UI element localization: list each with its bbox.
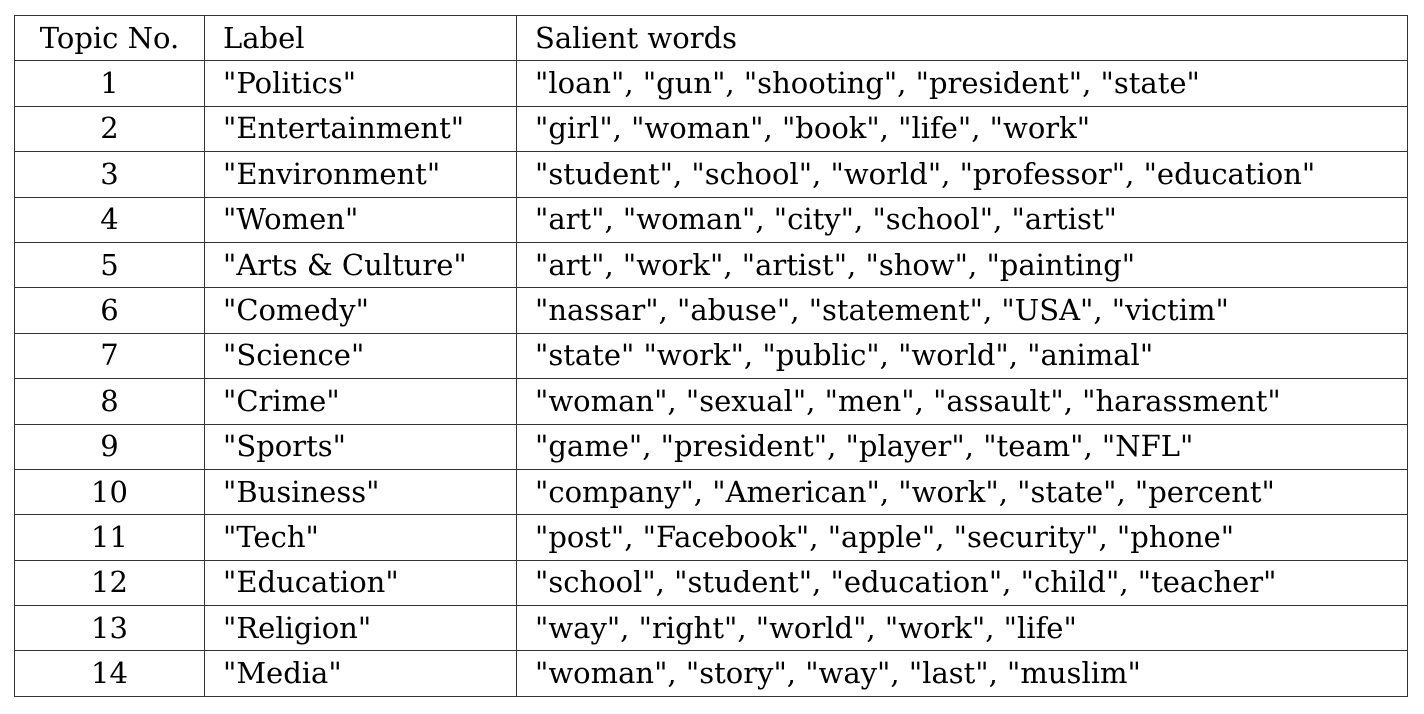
table-row: 9 "Sports" "game", "president", "player", … bbox=[14, 423, 1408, 470]
topic-label-cell: "Education" bbox=[204, 559, 517, 607]
topic-number-cell: 1 bbox=[14, 60, 205, 107]
salient-words-cell: "post", "Facebook", "apple", "security",… bbox=[516, 514, 1408, 561]
salient-words-cell: "company", "American", "work", "state", … bbox=[516, 468, 1408, 516]
table-row: 4 "Women" "art", "woman", "city", "school"… bbox=[14, 196, 1408, 243]
topic-number-cell: 3 bbox=[14, 151, 205, 198]
table-row: 10 "Business" "company", "American", "work… bbox=[14, 468, 1408, 516]
salient-words-cell: "school", "student", "education", "child… bbox=[516, 559, 1408, 607]
salient-words-cell: "student", "school", "world", "professor… bbox=[516, 151, 1408, 198]
topic-label-cell: "Crime" bbox=[204, 378, 517, 425]
salient-words-cell: "girl", "woman", "book", "life", "work" bbox=[516, 105, 1408, 153]
table-body: 1 "Politics" "loan", "gun", "shooting", "p… bbox=[14, 60, 1408, 697]
salient-words-cell: "loan", "gun", "shooting", "president", … bbox=[516, 60, 1408, 107]
salient-words-cell: "woman", "story", "way", "last", "muslim… bbox=[516, 650, 1408, 697]
topic-label-cell: "Environment" bbox=[204, 151, 517, 198]
topic-label-cell: "Entertainment" bbox=[204, 105, 517, 153]
table-row: 14 "Media" "woman", "story", "way", "last"… bbox=[14, 650, 1408, 697]
salient-words-cell: "state" "work", "public", "world", "anim… bbox=[516, 332, 1408, 380]
topic-number-cell: 11 bbox=[14, 514, 205, 561]
header-salient-words: Salient words bbox=[516, 14, 1408, 62]
salient-words-cell: "game", "president", "player", "team", "… bbox=[516, 423, 1408, 470]
topic-label-cell: "Religion" bbox=[204, 605, 517, 652]
topic-number-cell: 10 bbox=[14, 468, 205, 516]
salient-words-cell: "nassar", "abuse", "statement", "USA", "… bbox=[516, 287, 1408, 334]
topic-label-cell: "Sports" bbox=[204, 423, 517, 470]
topic-number-cell: 2 bbox=[14, 105, 205, 153]
topic-label-cell: "Media" bbox=[204, 650, 517, 697]
topic-number-cell: 8 bbox=[14, 378, 205, 425]
topic-number-cell: 5 bbox=[14, 241, 205, 289]
topic-label-cell: "Politics" bbox=[204, 60, 517, 107]
topic-number-cell: 13 bbox=[14, 605, 205, 652]
table-row: 1 "Politics" "loan", "gun", "shooting", "p… bbox=[14, 60, 1408, 107]
table-row: 7 "Science" "state" "work", "public", "wor… bbox=[14, 332, 1408, 380]
topic-label-cell: "Business" bbox=[204, 468, 517, 516]
table-row: 5 "Arts & Culture" "art", "work", "artist"… bbox=[14, 241, 1408, 289]
topic-label-cell: "Science" bbox=[204, 332, 517, 380]
table-row: 2 "Entertainment" "girl", "woman", "book",… bbox=[14, 105, 1408, 153]
topic-label-cell: "Tech" bbox=[204, 514, 517, 561]
table-row: 11 "Tech" "post", "Facebook", "apple", "se… bbox=[14, 514, 1408, 561]
topic-number-cell: 4 bbox=[14, 196, 205, 243]
topic-table-container: Topic No. Label Salient words 1 "Politics… bbox=[14, 14, 1408, 697]
table-header-row: Topic No. Label Salient words bbox=[14, 14, 1408, 62]
topic-number-cell: 12 bbox=[14, 559, 205, 607]
topic-label-cell: "Comedy" bbox=[204, 287, 517, 334]
salient-words-cell: "art", "work", "artist", "show", "painti… bbox=[516, 241, 1408, 289]
topic-table: Topic No. Label Salient words 1 "Politics… bbox=[14, 14, 1408, 697]
topic-number-cell: 7 bbox=[14, 332, 205, 380]
topic-number-cell: 9 bbox=[14, 423, 205, 470]
salient-words-cell: "way", "right", "world", "work", "life" bbox=[516, 605, 1408, 652]
table-row: 8 "Crime" "woman", "sexual", "men", "assau… bbox=[14, 378, 1408, 425]
salient-words-cell: "woman", "sexual", "men", "assault", "ha… bbox=[516, 378, 1408, 425]
table-row: 3 "Environment" "student", "school", "worl… bbox=[14, 151, 1408, 198]
topic-label-cell: "Arts & Culture" bbox=[204, 241, 517, 289]
topic-number-cell: 14 bbox=[14, 650, 205, 697]
header-topic-no: Topic No. bbox=[14, 14, 205, 62]
table-row: 6 "Comedy" "nassar", "abuse", "statement",… bbox=[14, 287, 1408, 334]
table-row: 13 "Religion" "way", "right", "world", "wo… bbox=[14, 605, 1408, 652]
topic-number-cell: 6 bbox=[14, 287, 205, 334]
salient-words-cell: "art", "woman", "city", "school", "artis… bbox=[516, 196, 1408, 243]
topic-label-cell: "Women" bbox=[204, 196, 517, 243]
header-label: Label bbox=[204, 14, 517, 62]
table-row: 12 "Education" "school", "student", "educa… bbox=[14, 559, 1408, 607]
